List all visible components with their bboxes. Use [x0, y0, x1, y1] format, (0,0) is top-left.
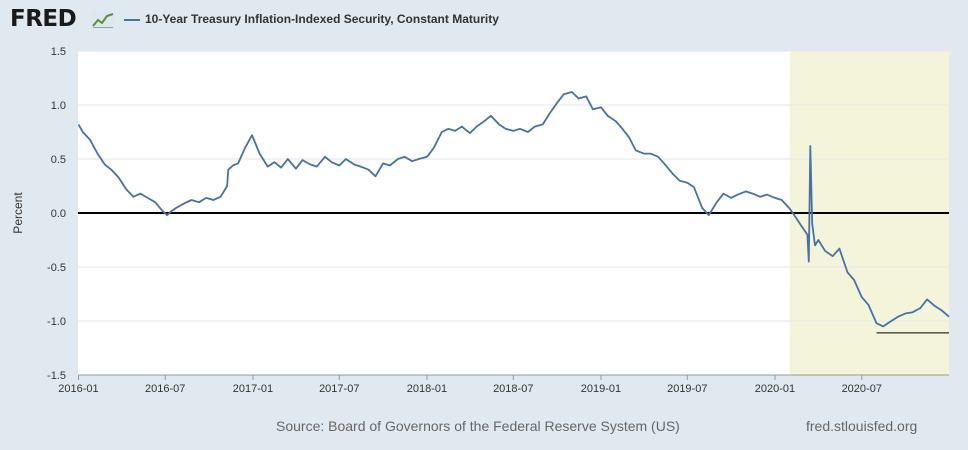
series-line [77, 91, 950, 328]
x-tick-label: 2017-07 [319, 383, 359, 395]
x-tick-label: 2020-07 [842, 383, 882, 395]
x-tick-label: 2018-07 [493, 383, 533, 395]
x-tick-label: 2016-07 [145, 383, 185, 395]
y-tick-label: 0.5 [51, 154, 66, 166]
x-tick-label: 2018-01 [407, 383, 447, 395]
x-tick-label: 2016-01 [58, 383, 98, 395]
y-tick-label: -1.0 [47, 316, 66, 328]
y-tick-label: -1.5 [47, 370, 66, 382]
y-tick-label: 0.0 [51, 208, 66, 220]
fred-logo[interactable]: FRED [10, 6, 77, 32]
x-tick-label: 2019-01 [581, 383, 621, 395]
x-tick-label: 2017-01 [233, 383, 273, 395]
trend-line-icon [91, 11, 115, 29]
y-tick-label: 1.0 [51, 100, 66, 112]
y-tick-label: -0.5 [47, 262, 66, 274]
legend-swatch [124, 19, 140, 21]
y-axis-title: Percent [11, 192, 25, 234]
y-tick-label: 1.5 [51, 46, 66, 58]
x-tick-label: 2020-01 [755, 383, 795, 395]
source-note: Source: Board of Governors of the Federa… [276, 418, 680, 434]
legend-series-label[interactable]: 10-Year Treasury Inflation-Indexed Secur… [145, 12, 499, 26]
chart-header: FRED 10-Year Treasury Inflation-Indexed … [0, 0, 968, 40]
x-tick-label: 2019-07 [667, 383, 707, 395]
site-link[interactable]: fred.stlouisfed.org [806, 418, 918, 434]
